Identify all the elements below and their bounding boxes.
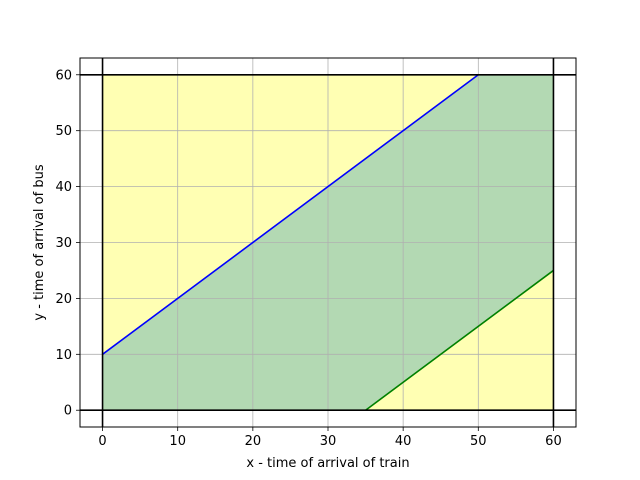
y-tick-label: 10 xyxy=(55,348,72,363)
series-line-1 xyxy=(365,269,554,411)
y-ticks-group: 0 10 20 30 40 50 60 xyxy=(55,68,80,419)
x-tick-label: 40 xyxy=(395,434,412,449)
reference-lines-group xyxy=(80,58,576,427)
x-ticks-group: 0 10 20 30 40 50 60 xyxy=(98,427,562,449)
y-axis-label: y - time of arrival of bus xyxy=(32,164,47,320)
lines-group xyxy=(102,74,554,411)
x-tick-label: 30 xyxy=(320,434,337,449)
y-tick-label: 40 xyxy=(55,180,72,195)
x-tick-label: 50 xyxy=(470,434,487,449)
x-tick-label: 20 xyxy=(245,434,262,449)
x-tick-label: 60 xyxy=(545,434,562,449)
y-tick-label: 30 xyxy=(55,236,72,251)
x-axis-label: x - time of arrival of train xyxy=(246,456,409,471)
y-tick-label: 0 xyxy=(64,404,72,419)
x-tick-label: 10 xyxy=(169,434,186,449)
x-tick-label: 0 xyxy=(98,434,106,449)
y-tick-label: 50 xyxy=(55,124,72,139)
y-tick-label: 60 xyxy=(55,68,72,83)
y-tick-label: 20 xyxy=(55,292,72,307)
series-line-0 xyxy=(102,74,479,355)
